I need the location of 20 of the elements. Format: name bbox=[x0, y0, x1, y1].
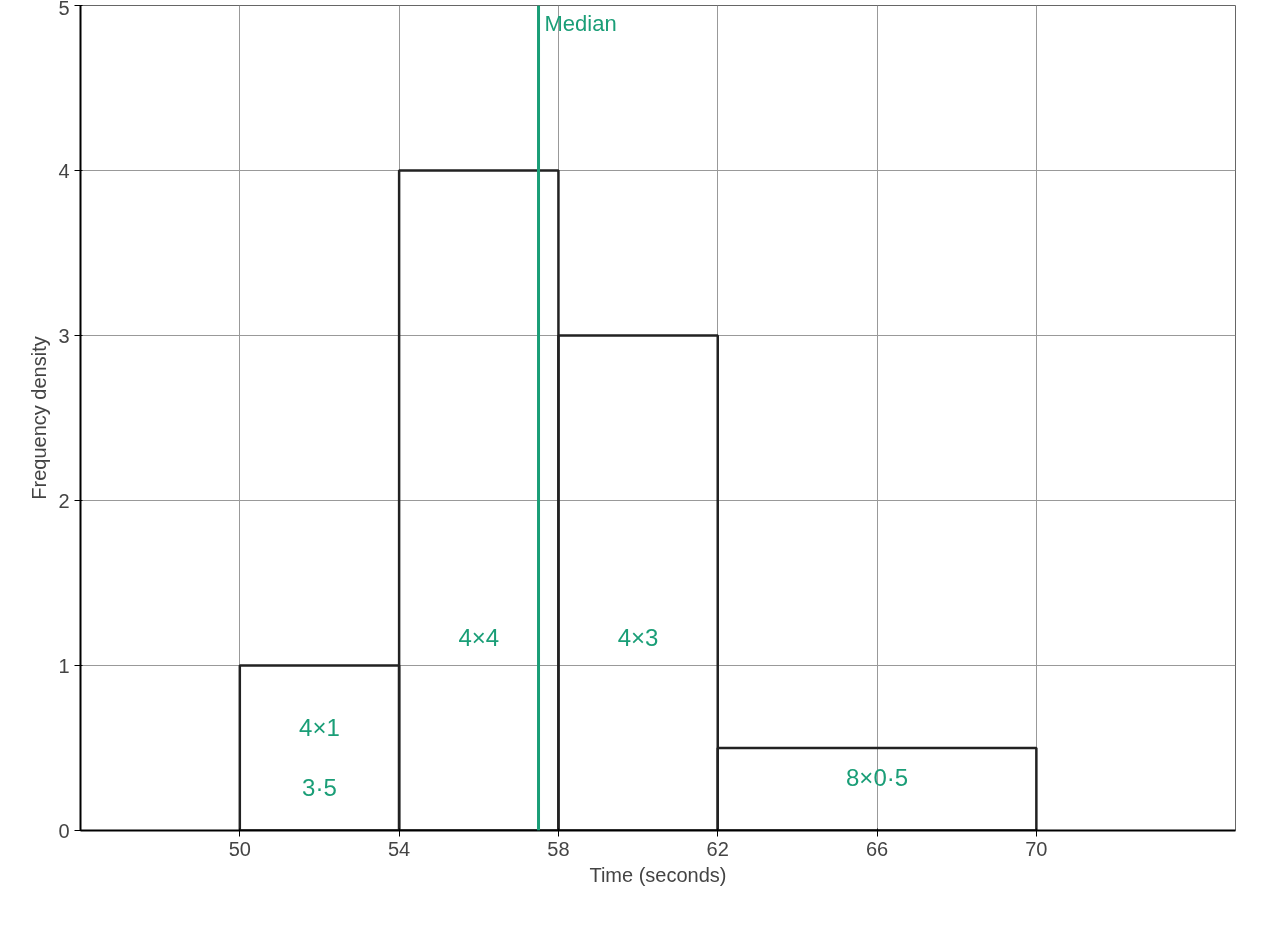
y-axis-title: Frequency density bbox=[28, 336, 51, 500]
y-tick-label: 1 bbox=[58, 654, 70, 677]
x-tick-label: 70 bbox=[1025, 837, 1048, 860]
x-tick-label: 50 bbox=[228, 837, 251, 860]
y-tick-label: 4 bbox=[58, 159, 70, 182]
x-tick-label: 62 bbox=[706, 837, 729, 860]
annotation: 3·5 bbox=[302, 773, 337, 801]
y-tick-label: 5 bbox=[58, 0, 70, 19]
annotation: 8×0·5 bbox=[846, 763, 909, 791]
x-tick-label: 66 bbox=[865, 837, 889, 860]
y-tick-label: 2 bbox=[58, 489, 70, 512]
x-axis-title: Time (seconds) bbox=[589, 863, 727, 886]
ref-line-label: Median bbox=[544, 10, 617, 36]
y-tick-label: 3 bbox=[58, 324, 70, 347]
x-tick-label: 54 bbox=[388, 837, 411, 860]
annotation: 4×1 bbox=[299, 713, 340, 741]
y-tick-label: 0 bbox=[58, 819, 70, 842]
x-tick-label: 58 bbox=[547, 837, 570, 860]
annotation: 4×3 bbox=[617, 623, 659, 651]
annotation: 4×4 bbox=[458, 623, 500, 651]
